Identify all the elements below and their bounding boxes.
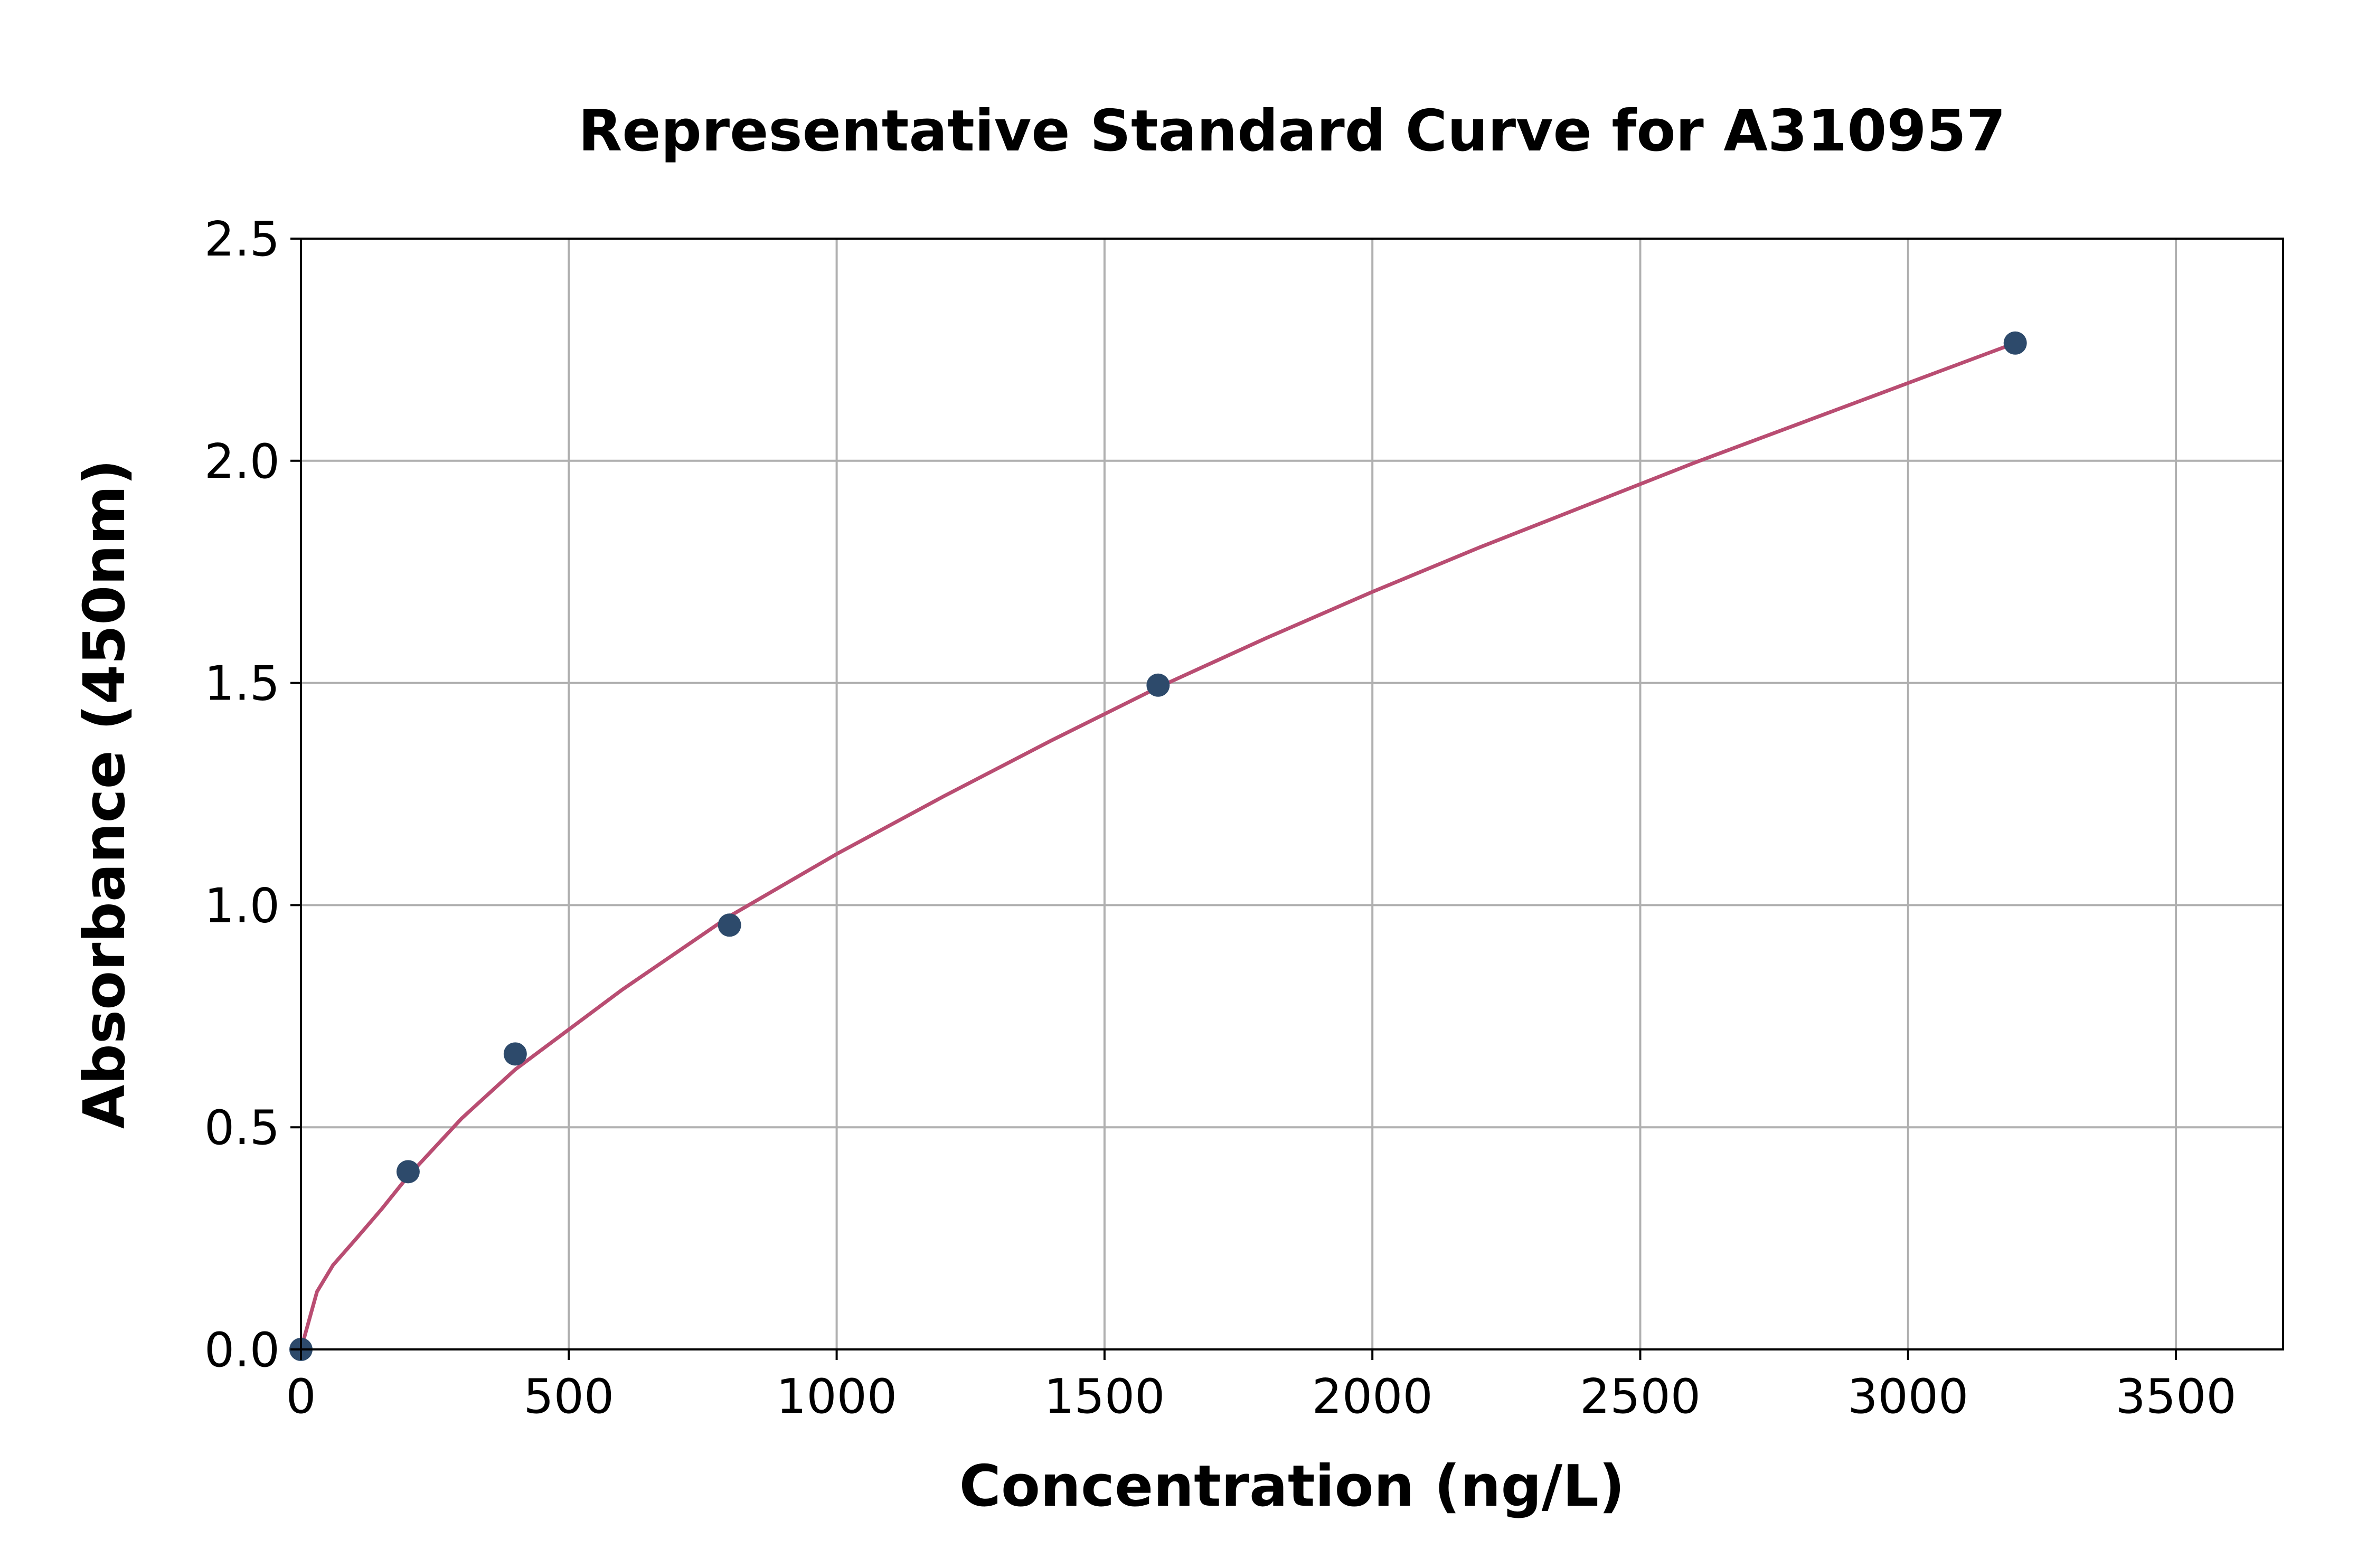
x-tick-label: 2000 (1312, 1369, 1433, 1424)
y-tick-label: 1.5 (204, 656, 280, 712)
curve-layer (299, 341, 2017, 1352)
y-tick-label: 2.0 (204, 434, 280, 489)
point-layer (289, 331, 2027, 1361)
x-tick-label: 3000 (1847, 1369, 1968, 1424)
grid-layer (300, 238, 2283, 1350)
x-tick-label: 500 (523, 1369, 614, 1424)
x-tick-label: 2500 (1580, 1369, 1701, 1424)
x-axis-label: Concentration (ng/L) (959, 1453, 1625, 1519)
x-tick-label: 3500 (2116, 1369, 2237, 1424)
data-point (2003, 331, 2027, 355)
x-tick-label: 1000 (776, 1369, 897, 1424)
y-tick-label: 2.5 (204, 212, 280, 267)
x-tick-label: 0 (286, 1369, 316, 1424)
tick-layer: 0 500 1000 1500 2000 2500 3000 3500 0.0 0.5 1.0 1.5… (204, 212, 2237, 1424)
data-point (718, 913, 741, 937)
chart-title: Representative Standard Curve for A31095… (578, 98, 2006, 164)
y-axis-label: Absorbance (450nm) (72, 459, 138, 1129)
y-tick-label: 1.0 (204, 878, 280, 933)
data-point (503, 1042, 527, 1066)
plot-frame (300, 238, 2284, 1350)
fit-curve-line (299, 341, 2017, 1352)
data-point (396, 1160, 420, 1184)
data-point (1146, 673, 1170, 697)
y-tick-label: 0.0 (204, 1323, 280, 1378)
x-tick-label: 1500 (1044, 1369, 1165, 1424)
y-tick-label: 0.5 (204, 1100, 280, 1156)
